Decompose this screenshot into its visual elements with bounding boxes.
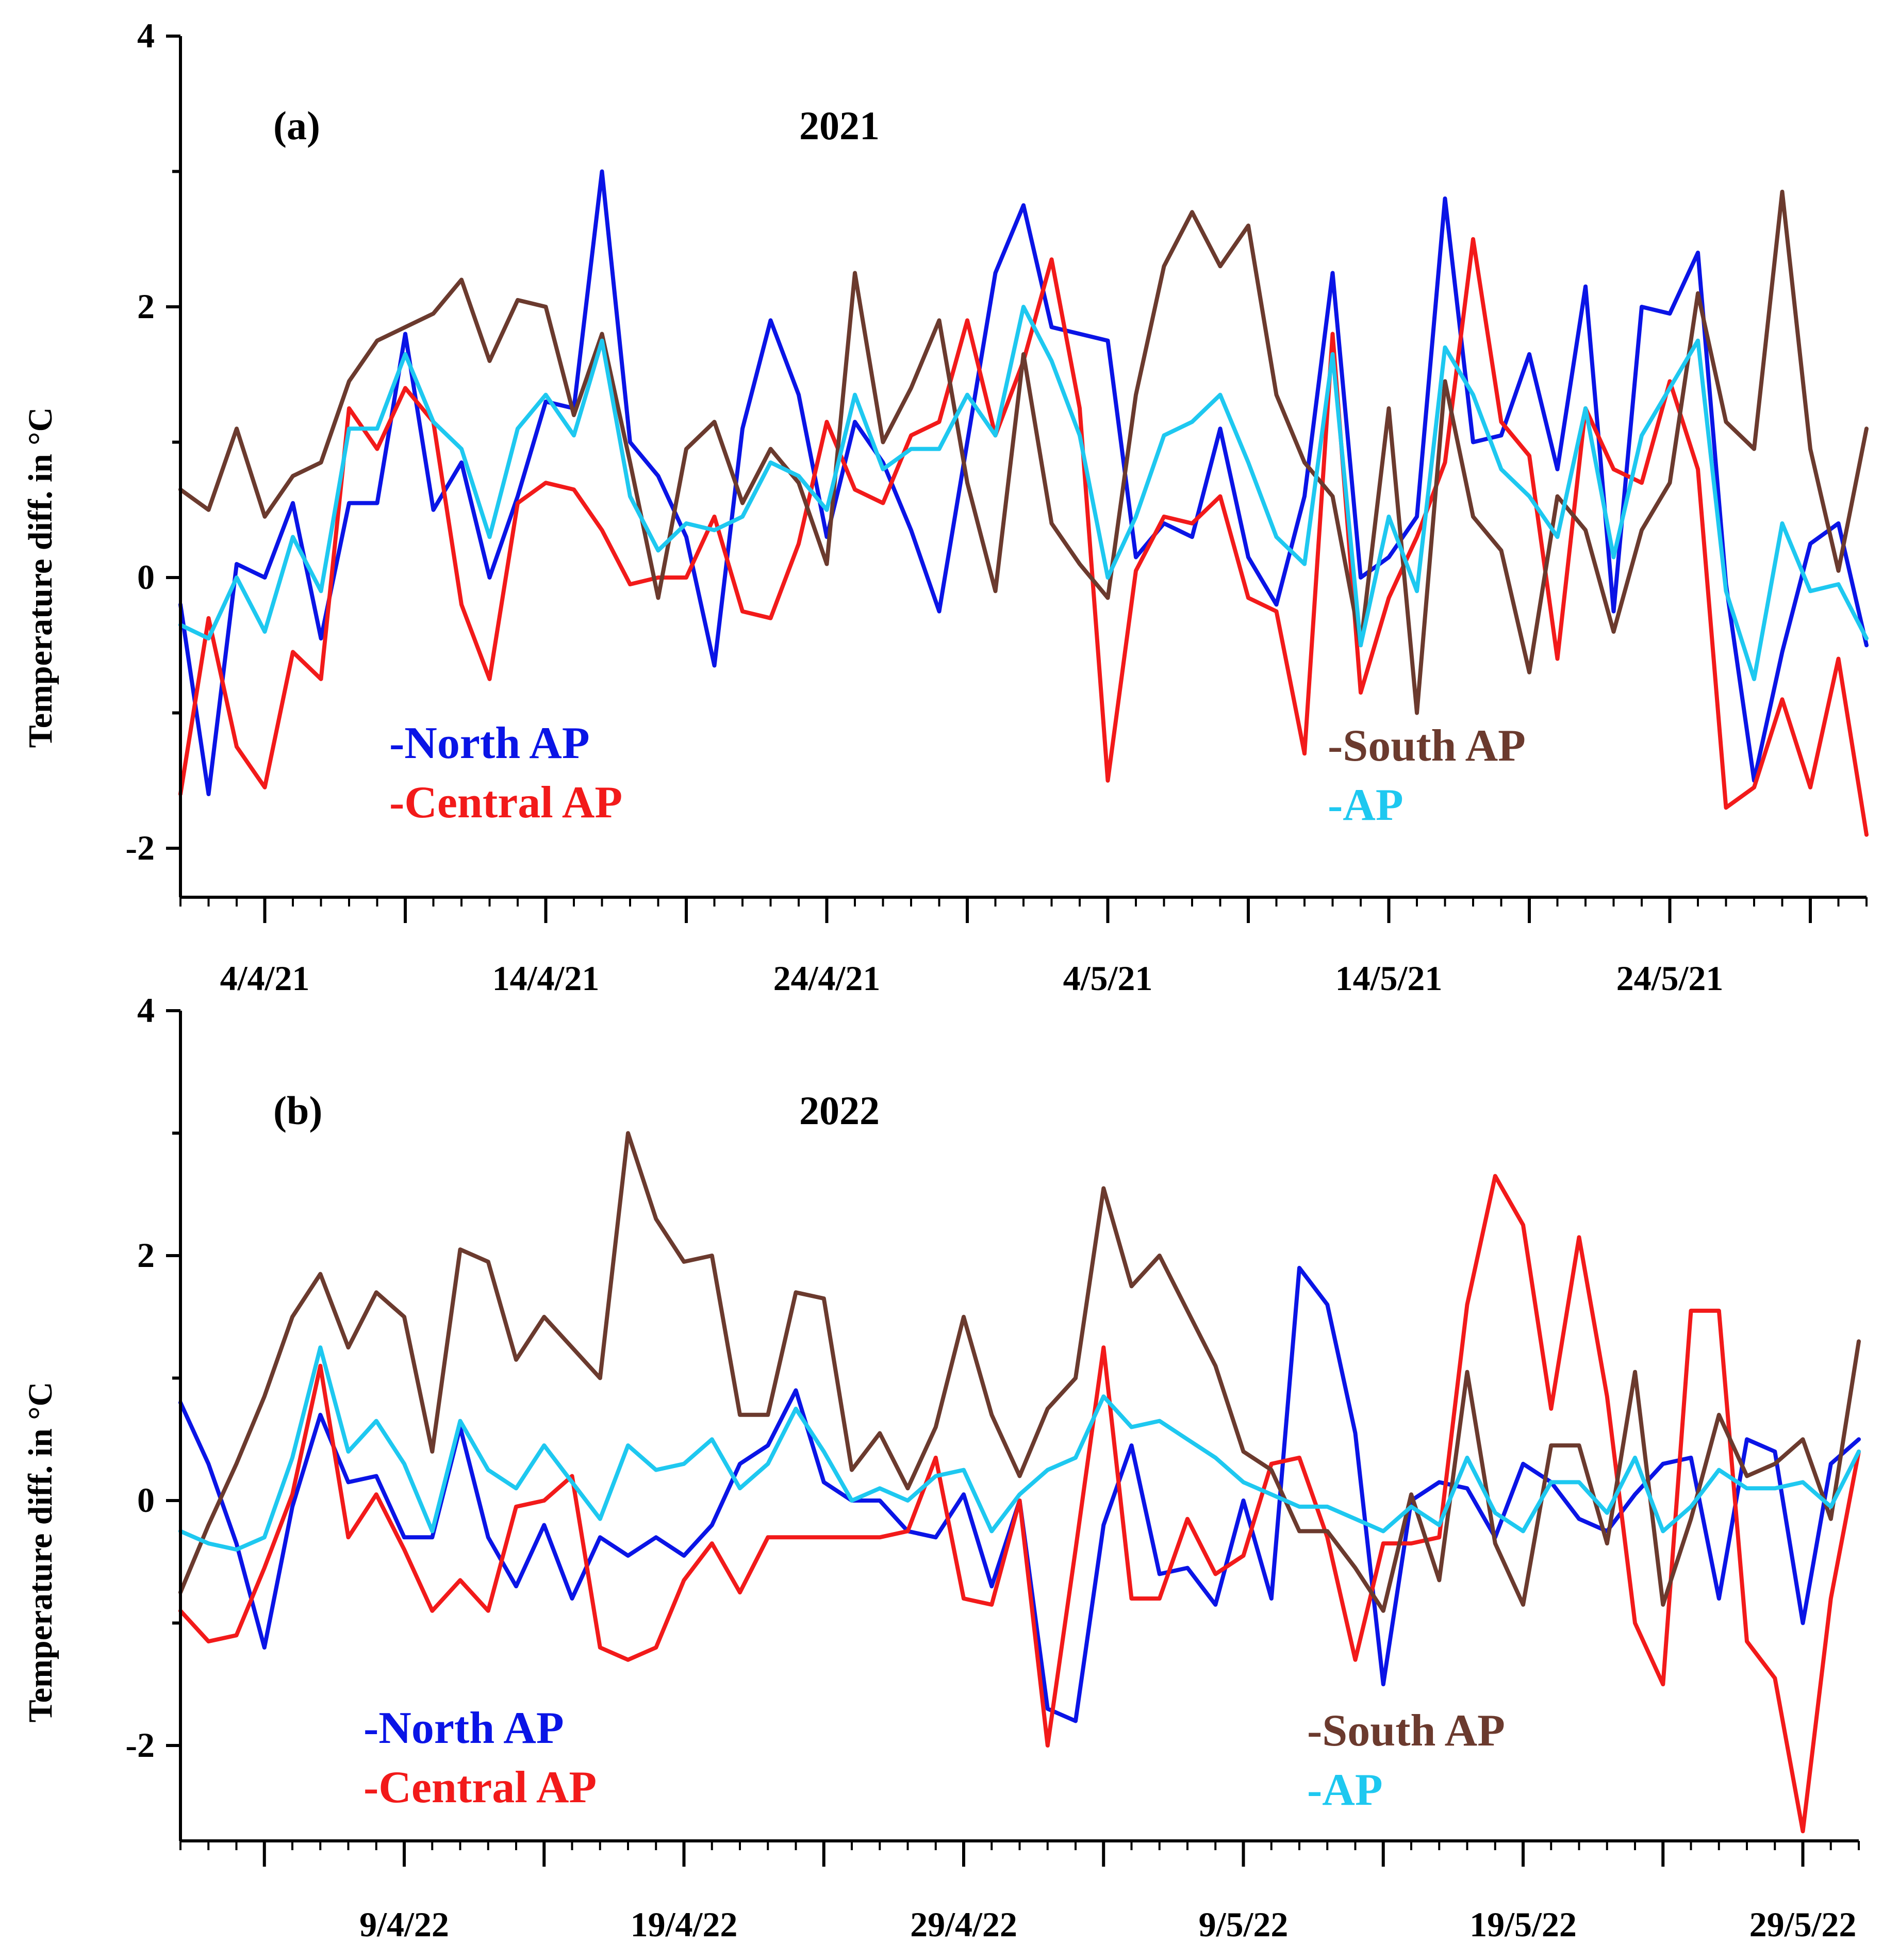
panel-a-series-lines	[178, 169, 1869, 837]
panel-b-title: 2022	[799, 1088, 880, 1133]
panel-a-x-tick-label: 4/4/21	[220, 959, 310, 998]
panel-b-ylabel: Temperature diff. in °C	[22, 1382, 59, 1723]
panel-a-ylabel: Temperature diff. in °C	[22, 407, 59, 748]
panel-a-label: (a)	[273, 103, 320, 148]
panel-a-2021: -2 0 2 4 4/4/21 14/4/21 24/4/21 4/5/21 14/5/21 24…	[22, 16, 1869, 998]
panel-b-x-tick-label: 9/5/22	[1199, 1905, 1289, 1944]
panel-b-series-central-ap	[178, 1174, 1861, 1834]
panel-b-x-tick-label: 29/5/22	[1749, 1905, 1857, 1944]
panel-a-y-tick-label: -2	[125, 828, 155, 867]
panel-b-series-south-ap	[178, 1131, 1861, 1613]
panel-b-series-lines	[178, 1131, 1861, 1834]
panel-b-y-tick-label: 0	[137, 1480, 155, 1520]
panel-b-legend-central-ap: -Central AP	[364, 1763, 597, 1813]
panel-a-y-tick-label: 4	[137, 16, 155, 55]
panel-b-legend-north-ap: -North AP	[364, 1703, 564, 1753]
panel-a-series-north-ap	[178, 169, 1869, 796]
panel-a-y-tick-label: 2	[137, 287, 155, 326]
panel-b-y-tick-label: -2	[125, 1725, 155, 1765]
panel-a-x-tick-label: 24/5/21	[1616, 959, 1724, 998]
panel-a-x-tick-label: 24/4/21	[773, 959, 881, 998]
panel-b-x-tick-label: 9/4/22	[359, 1905, 449, 1944]
panel-b-y-tick-label: 2	[137, 1236, 155, 1275]
panel-a-x-tick-label: 14/5/21	[1335, 959, 1443, 998]
panel-b-y-tick-label: 4	[137, 991, 155, 1030]
panel-a-y-tick-label: 0	[137, 557, 155, 597]
panel-a-x-tick-label: 14/4/21	[492, 959, 600, 998]
panel-b-legend-south-ap: -South AP	[1307, 1706, 1505, 1756]
panel-a-series-ap	[178, 305, 1869, 681]
panel-b-series-ap	[178, 1345, 1861, 1552]
panel-b-2022: -2 0 2 4 9/4/22 19/4/22 29/4/22 9/5/22 19/5/22 29…	[22, 991, 1861, 1944]
panel-b-axes: -2 0 2 4 9/4/22 19/4/22 29/4/22 9/5/22 19/5/22 29…	[125, 991, 1860, 1944]
panel-a-legend-south-ap: -South AP	[1328, 721, 1526, 771]
panel-a-axes: -2 0 2 4 4/4/21 14/4/21 24/4/21 4/5/21 14/5/21 24…	[125, 16, 1868, 998]
panel-b-x-tick-label: 19/5/22	[1469, 1905, 1577, 1944]
panel-b-x-tick-label: 29/4/22	[910, 1905, 1017, 1944]
panel-a-legend-ap: -AP	[1328, 780, 1403, 830]
panel-b-legend-ap: -AP	[1307, 1765, 1383, 1815]
panel-a-x-tick-label: 4/5/21	[1063, 959, 1153, 998]
panel-b-x-tick-label: 19/4/22	[631, 1905, 738, 1944]
panel-a-legend-north-ap: -North AP	[389, 718, 590, 768]
panel-b-label: (b)	[273, 1088, 322, 1133]
panel-a-title: 2021	[799, 103, 880, 148]
panel-a-legend-central-ap: -Central AP	[389, 778, 622, 828]
panel-a-series-south-ap	[178, 189, 1869, 715]
